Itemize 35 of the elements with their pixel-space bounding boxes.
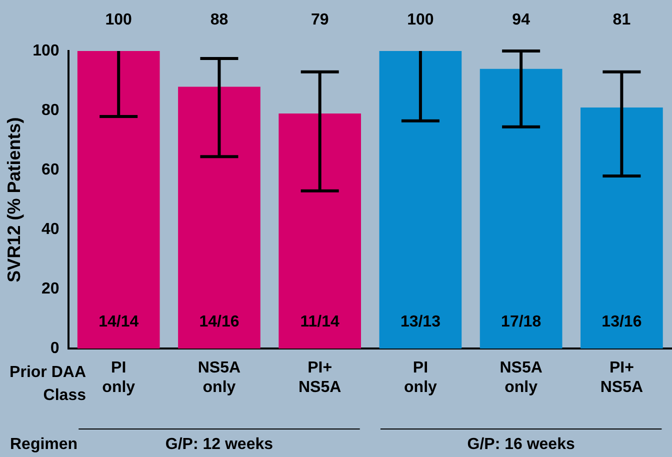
y-tick-label: 60 [42, 161, 60, 178]
y-axis-title: SVR12 (% Patients) [4, 117, 24, 282]
annotation: 11/14 [300, 314, 340, 331]
bar [178, 86, 260, 349]
data-label: 100 [407, 11, 434, 28]
text: G/P: 16 weeks [467, 436, 575, 453]
annotation: 13/13 [400, 314, 441, 331]
y-tick-label: 40 [42, 220, 60, 238]
y-tick-label: 100 [32, 42, 60, 60]
text: G/P: 12 weeks [165, 436, 274, 453]
annotation: 13/16 [602, 314, 642, 331]
text: Regimen [10, 436, 78, 453]
annotation: 14/16 [199, 314, 240, 331]
y-tick-label: 80 [42, 102, 60, 119]
data-label: 79 [310, 11, 329, 28]
y-tick-label: 20 [42, 280, 60, 298]
data-label: 81 [612, 11, 631, 28]
data-label: 94 [512, 11, 530, 28]
x-axis-title: Prior DAA Class [10, 364, 86, 404]
data-label: 88 [210, 11, 228, 28]
y-tick-label: 0 [50, 340, 60, 358]
x-tick-label: PI only [404, 360, 438, 396]
bar [379, 51, 462, 349]
bar [278, 113, 362, 349]
annotation: 17/18 [501, 314, 542, 331]
bar [480, 68, 562, 349]
x-tick-label: NS5A only [500, 360, 543, 396]
bar [77, 51, 160, 349]
data-label: 100 [105, 11, 132, 28]
x-tick-label: PI+ NS5A [600, 360, 644, 396]
x-tick-label: PI+ NS5A [298, 360, 342, 396]
x-tick-label: NS5A only [198, 360, 242, 396]
annotation: 14/14 [98, 314, 139, 331]
x-tick-label: PI only [102, 360, 136, 396]
bar [580, 108, 663, 349]
